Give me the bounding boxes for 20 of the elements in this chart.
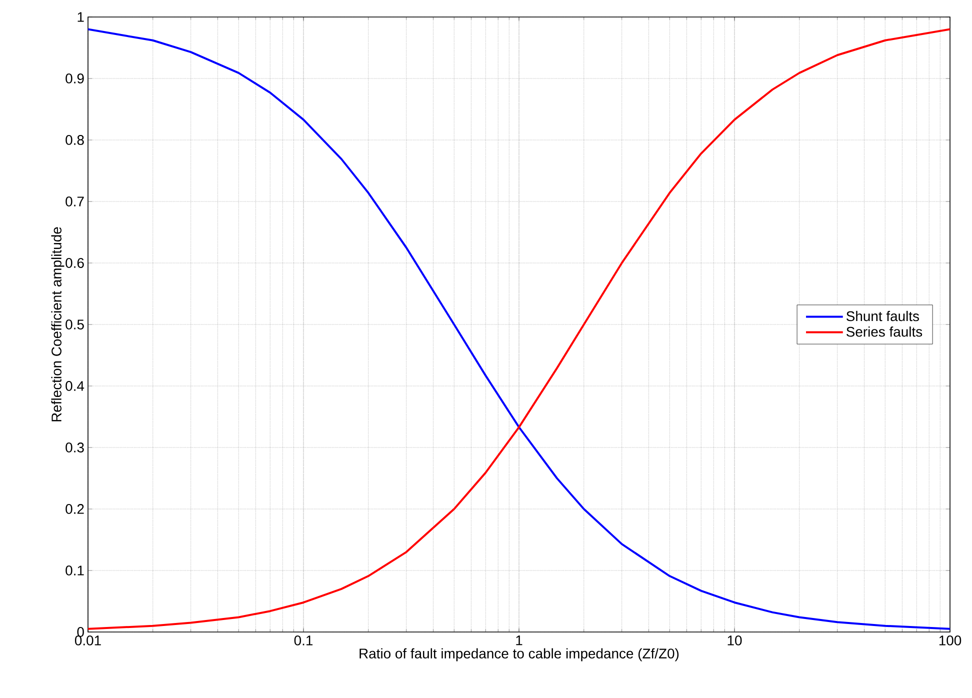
x-tick-label: 100 — [939, 636, 962, 646]
y-tick-label: 0.5 — [66, 320, 84, 330]
y-tick-label: 0 — [77, 627, 84, 637]
y-axis-title: Reflection Coefficient amplitude — [51, 227, 64, 422]
legend-label: Shunt faults — [846, 310, 919, 322]
y-tick-label: 0.9 — [66, 74, 84, 84]
x-axis-title: Ratio of fault impedance to cable impedance (Zf/Z0) — [360, 648, 679, 662]
y-tick-label: 1 — [78, 12, 84, 22]
y-tick-label: 0.4 — [66, 381, 84, 391]
legend-label: Series faults — [846, 326, 922, 337]
y-tick-label: 0.2 — [66, 504, 84, 514]
y-tick-label: 0.1 — [66, 566, 84, 576]
y-tick-label: 0.7 — [66, 196, 84, 206]
x-tick-label: 1 — [516, 636, 522, 646]
y-tick-label: 0.8 — [66, 135, 84, 145]
x-tick-label: 0.1 — [294, 636, 313, 646]
x-tick-label: 10 — [728, 636, 742, 646]
y-tick-label: 0.3 — [66, 442, 84, 452]
y-tick-label: 0.6 — [66, 258, 84, 268]
x-tick-label: 0.01 — [74, 636, 101, 646]
